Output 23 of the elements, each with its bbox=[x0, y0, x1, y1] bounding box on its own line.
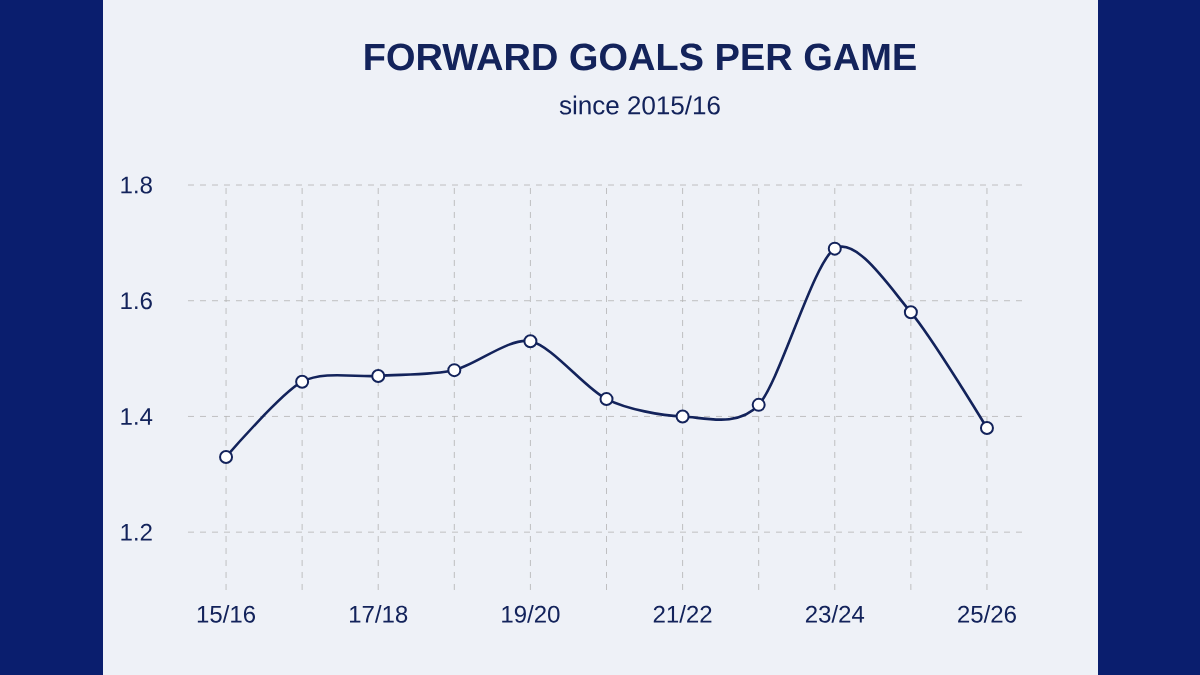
y-tick-label: 1.4 bbox=[121, 408, 153, 425]
x-tick-label: 15/16 bbox=[197, 605, 256, 623]
point bbox=[447, 363, 462, 378]
point bbox=[675, 409, 690, 424]
y-tick-label: 1.8 bbox=[121, 176, 152, 194]
chart-title: FORWARD GOALS PER GAME bbox=[365, 43, 916, 71]
x-tick-label: 17/18 bbox=[350, 605, 408, 623]
point bbox=[903, 305, 918, 320]
y-tick-label: 1.6 bbox=[121, 292, 152, 310]
point bbox=[371, 368, 386, 383]
point bbox=[827, 241, 842, 256]
point bbox=[523, 334, 538, 349]
x-tick-label: 25/26 bbox=[958, 605, 1016, 623]
point bbox=[751, 397, 766, 412]
chart-subtitle: since 2015/16 bbox=[559, 95, 720, 115]
x-tick-label: 19/20 bbox=[502, 605, 560, 623]
y-tick-label: 1.2 bbox=[121, 523, 152, 541]
point bbox=[219, 449, 234, 464]
point bbox=[295, 374, 310, 389]
point bbox=[979, 421, 994, 435]
x-tick-label: 21/22 bbox=[653, 605, 712, 623]
x-tick-label: 23/24 bbox=[805, 605, 865, 623]
point bbox=[599, 392, 614, 407]
